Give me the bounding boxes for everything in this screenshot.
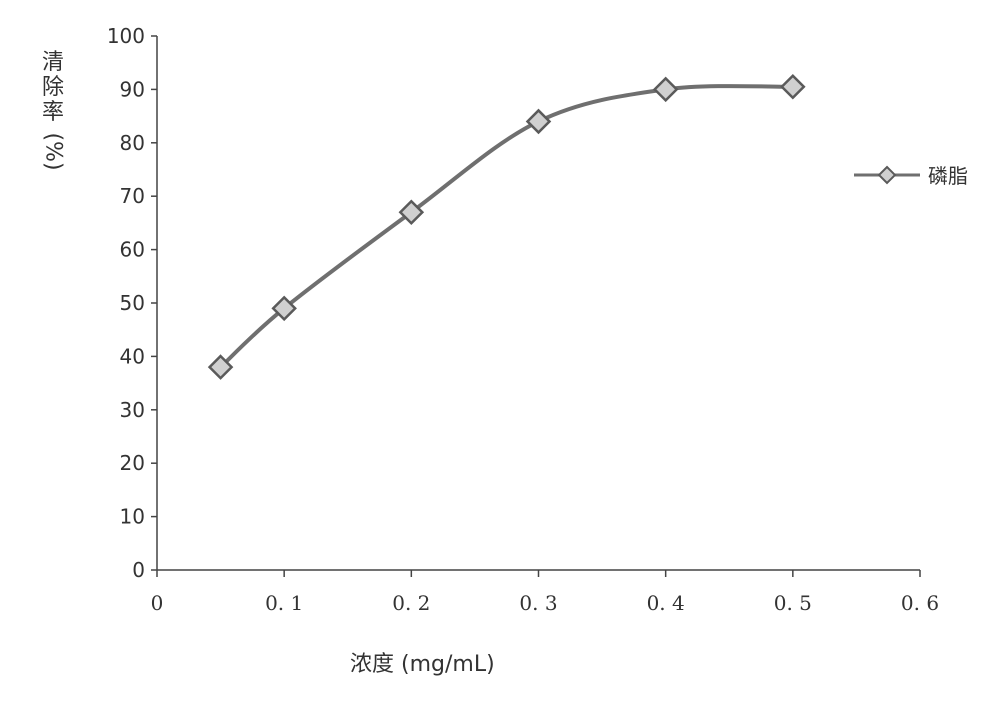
x-tick-label: 0. 4 (647, 591, 685, 615)
x-tick-label: 0. 3 (519, 591, 557, 615)
legend-swatch (854, 165, 920, 184)
y-tick-label: 20 (120, 451, 145, 475)
y-axis-label-char: 除 (41, 75, 64, 100)
series-line (219, 84, 793, 369)
x-tick-label: 0. 6 (901, 591, 939, 615)
y-axis-label-char: 率 (41, 100, 64, 125)
x-tick-label: 0. 5 (774, 591, 812, 615)
y-tick-label: 60 (120, 238, 145, 262)
legend-label: 磷脂 (928, 164, 968, 188)
y-tick-label: 10 (120, 505, 145, 529)
y-tick-label: 70 (120, 184, 145, 208)
legend: 磷脂 (852, 160, 968, 189)
x-tick-label: 0. 2 (392, 591, 430, 615)
data-point-marker (271, 295, 297, 322)
x-tick-label: 0. 1 (265, 591, 303, 615)
data-point-marker (780, 73, 806, 100)
y-axis-label-char: 清 (41, 50, 64, 75)
y-tick-label: 90 (120, 77, 145, 101)
data-point-marker (525, 108, 552, 135)
y-axis-label: 清 除 率 (%) (38, 50, 68, 171)
y-axis-label-unit: (%) (40, 132, 66, 171)
data-point-marker (652, 76, 679, 103)
x-axis-label: 浓度 (mg/mL) (350, 652, 495, 677)
y-tick-label: 0 (132, 558, 145, 582)
data-point-marker (207, 354, 234, 380)
y-tick-label: 50 (120, 291, 145, 315)
series-group (207, 73, 806, 380)
x-tick-label: 0 (151, 591, 164, 615)
y-tick-label: 100 (107, 24, 145, 48)
y-axis-ticks: 0 10 20 30 40 50 60 70 80 90 100 (107, 24, 157, 582)
y-tick-label: 40 (120, 344, 145, 368)
data-point-marker (398, 199, 425, 225)
y-tick-label: 80 (120, 131, 145, 155)
x-axis-ticks: 0 0. 1 0. 2 0. 3 0. 4 0. 5 0. 6 (151, 570, 939, 615)
y-tick-label: 30 (120, 398, 145, 422)
